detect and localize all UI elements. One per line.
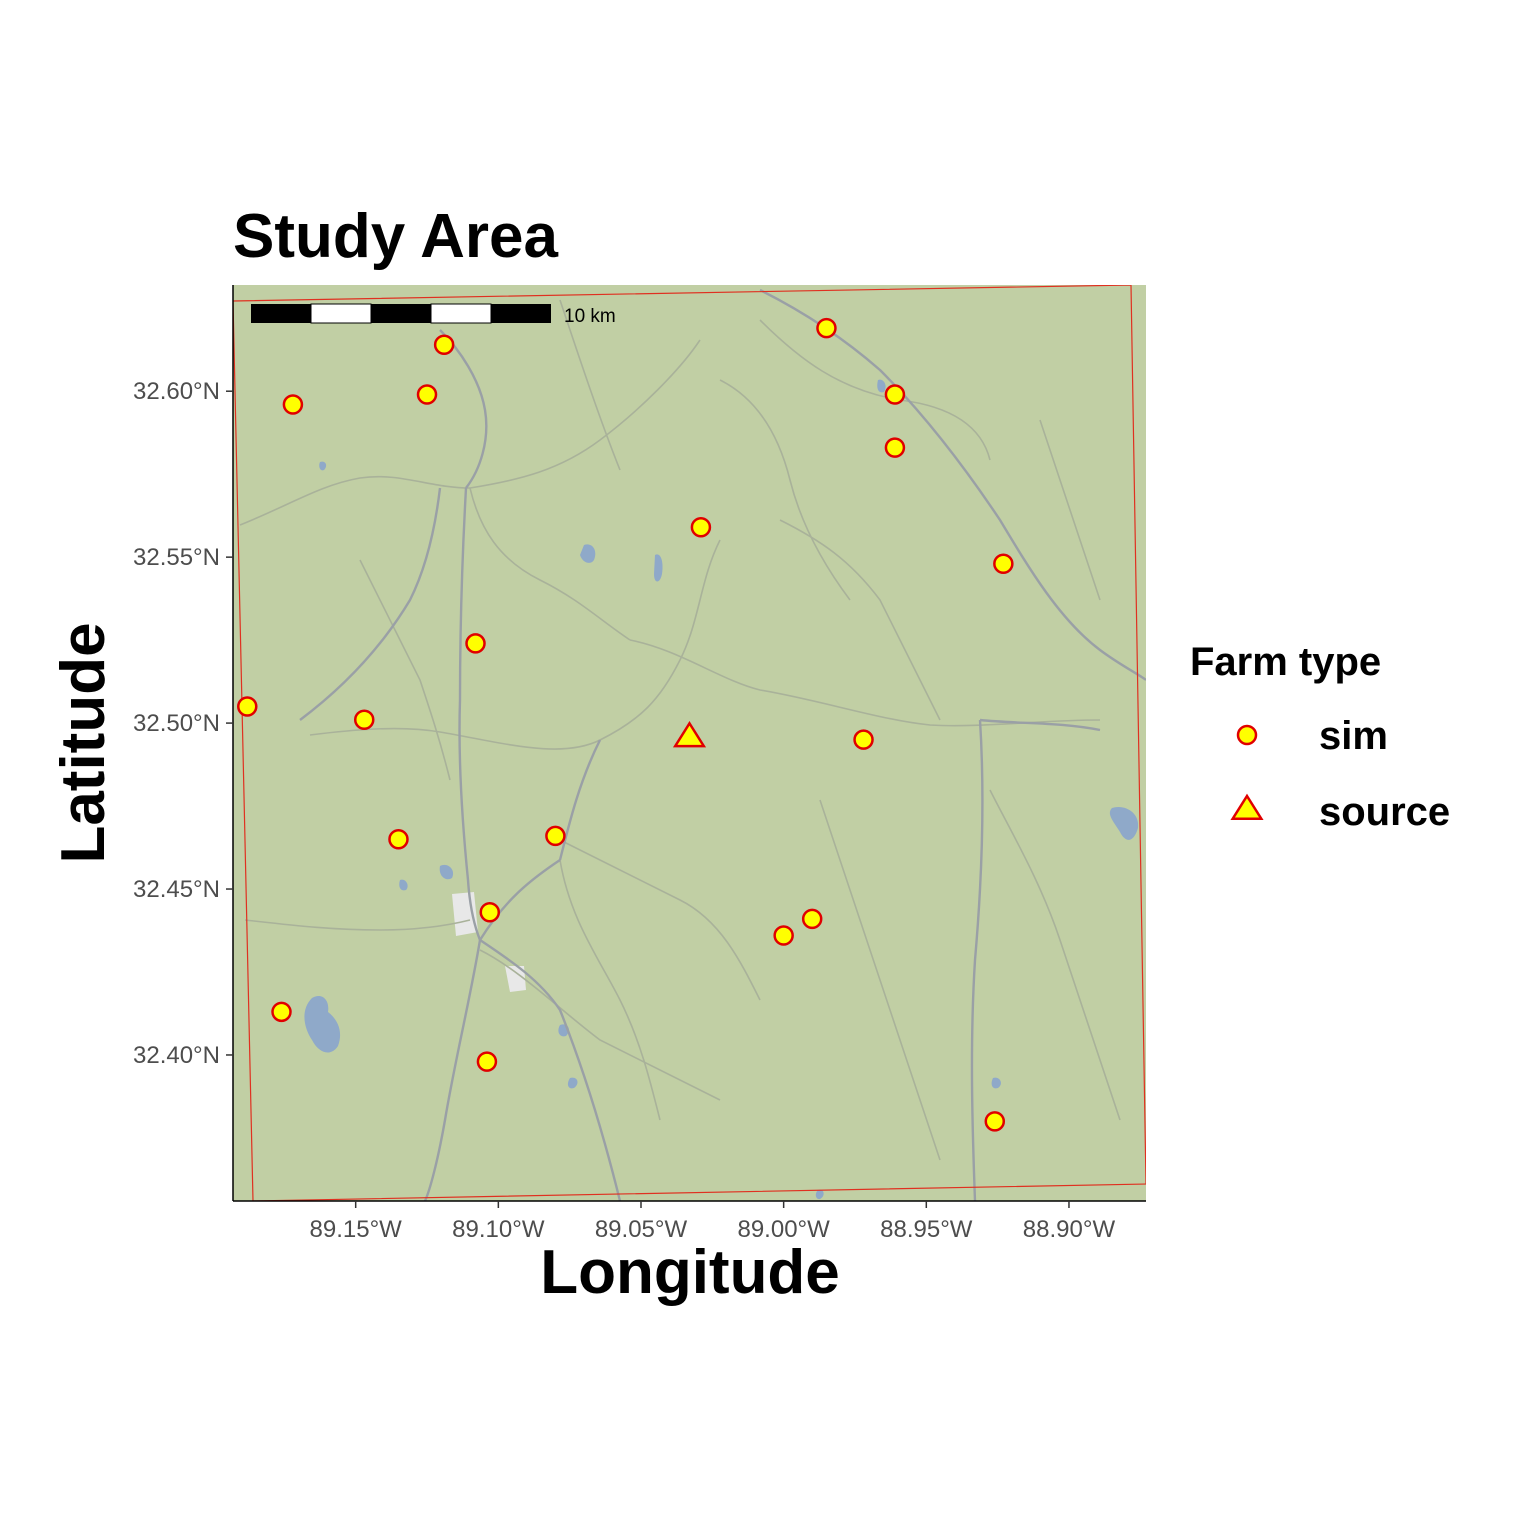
legend-key-source xyxy=(1230,793,1264,820)
x-tick-label: 88.95°W xyxy=(880,1216,973,1243)
sim-point xyxy=(816,317,837,339)
y-tick-label: 32.50°N xyxy=(133,710,220,737)
sim-point xyxy=(773,925,794,946)
chart-title: Study Area xyxy=(233,202,559,271)
legend-sim-marker xyxy=(1236,724,1258,746)
legend-title: Farm type xyxy=(1190,640,1381,684)
sim-point xyxy=(993,553,1014,575)
water-bodies xyxy=(304,379,1139,1200)
y-tick-label: 32.60°N xyxy=(133,378,220,405)
sim-point xyxy=(388,828,409,850)
sim-point xyxy=(282,394,304,415)
x-tick-label: 89.15°W xyxy=(310,1216,403,1243)
sim-point xyxy=(433,334,455,355)
major-roads xyxy=(299,288,1146,1201)
sim-point xyxy=(416,384,438,405)
y-axis-ticks: 32.40°N 32.45°N 32.50°N 32.55°N 32.60°N xyxy=(133,378,233,1069)
sim-point xyxy=(237,696,258,717)
legend-label-source: source xyxy=(1319,790,1450,834)
source-point xyxy=(672,721,707,748)
sim-point xyxy=(476,1051,498,1072)
x-tick-label: 89.05°W xyxy=(595,1216,688,1243)
y-tick-label: 32.45°N xyxy=(133,876,220,903)
sim-point xyxy=(271,1001,292,1023)
sim-point xyxy=(853,729,874,750)
scale-bar-label: 10 km xyxy=(564,306,616,327)
sim-point xyxy=(801,908,823,930)
sim-point xyxy=(884,384,906,405)
sim-point xyxy=(545,825,566,847)
y-axis-title: Latitude xyxy=(49,622,118,863)
legend-source-marker xyxy=(1230,793,1264,820)
x-axis-title: Longitude xyxy=(540,1238,840,1307)
sim-point xyxy=(353,709,375,731)
x-axis-ticks: 89.15°W 89.10°W 89.05°W 89.00°W 88.95°W 88.90… xyxy=(310,1201,1116,1243)
farm-points xyxy=(237,317,1014,1132)
x-tick-label: 89.00°W xyxy=(737,1216,830,1243)
study-area-boundary xyxy=(233,285,1146,1201)
sim-point xyxy=(465,633,486,654)
sim-point xyxy=(984,1111,1006,1132)
legend-label-sim: sim xyxy=(1319,714,1388,758)
sim-point xyxy=(690,517,712,538)
sim-point xyxy=(479,902,501,923)
map-panel: 10 km xyxy=(233,285,1146,1201)
y-tick-label: 32.40°N xyxy=(133,1042,220,1069)
scale-bar: 10 km xyxy=(251,303,616,327)
legend-key-sim xyxy=(1236,724,1258,746)
x-tick-label: 88.90°W xyxy=(1023,1216,1116,1243)
sim-point xyxy=(884,437,906,458)
y-tick-label: 32.55°N xyxy=(133,544,220,571)
x-tick-label: 89.10°W xyxy=(452,1216,545,1243)
legend: Farm type sim source xyxy=(1190,640,1450,834)
